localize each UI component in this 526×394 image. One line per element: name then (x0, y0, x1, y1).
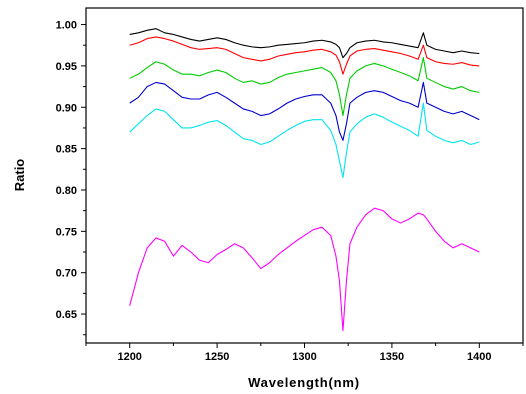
series-line-4 (129, 81, 480, 141)
x-axis-title: Wavelength(nm) (248, 375, 360, 390)
x-axis: 1200 1250 1300 1350 1400 (85, 343, 524, 363)
series-lines (129, 28, 480, 332)
x-tick-label: 1250 (205, 351, 229, 363)
series-line-2 (129, 36, 480, 75)
y-tick-label: 0.75 (56, 226, 77, 238)
y-axis-title: Ratio (12, 159, 27, 192)
plot-frame (85, 7, 524, 344)
series-line-3 (129, 57, 480, 117)
y-tick-label: 0.80 (56, 185, 77, 197)
y-tick-label: 0.65 (56, 309, 77, 321)
x-tick-label: 1350 (380, 351, 404, 363)
x-tick-label: 1200 (117, 351, 141, 363)
series-line-1 (129, 28, 480, 59)
series-line-6 (129, 207, 480, 332)
y-tick-label: 1.00 (56, 20, 77, 32)
x-tick-label: 1300 (292, 351, 316, 363)
y-tick-label: 0.85 (56, 144, 77, 156)
y-axis: 0.65 0.70 0.75 0.80 0.85 0.90 0.95 1.00 (56, 20, 86, 336)
y-tick-label: 0.90 (56, 102, 77, 114)
y-tick-label: 0.95 (56, 61, 77, 73)
y-tick-label: 0.70 (56, 268, 77, 280)
x-tick-label: 1400 (467, 351, 491, 363)
series-line-5 (129, 102, 480, 179)
